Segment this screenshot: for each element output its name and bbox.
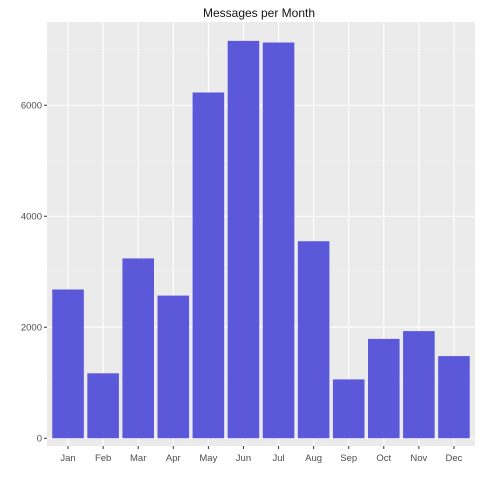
x-tick-label: Aug <box>305 453 322 464</box>
y-tick-label: 2000 <box>21 323 42 334</box>
bar-apr <box>157 295 190 439</box>
bar-jul <box>262 42 295 439</box>
bar-may <box>192 92 225 439</box>
x-tick-label: Dec <box>445 453 462 464</box>
bar-jan <box>52 289 84 439</box>
bar-mar <box>122 258 154 439</box>
x-tick-label: Feb <box>95 453 111 464</box>
x-tick-label: Jul <box>272 453 284 464</box>
x-tick-label: Oct <box>376 453 391 464</box>
x-tick-label: Nov <box>410 453 427 464</box>
bar-sep <box>332 379 365 439</box>
bar-oct <box>368 338 400 439</box>
bar-jun <box>227 40 260 439</box>
bar-feb <box>87 373 119 439</box>
x-tick-label: Mar <box>130 453 146 464</box>
x-tick-label: May <box>199 453 217 464</box>
x-tick-label: Jun <box>236 453 251 464</box>
y-tick-label: 0 <box>37 434 42 445</box>
x-tick-label: Sep <box>340 453 357 464</box>
x-tick-label: Apr <box>166 453 181 464</box>
bar-aug <box>297 241 330 439</box>
y-axis: 0 2000 4000 6000 <box>21 101 47 445</box>
bar-dec <box>438 356 470 439</box>
x-tick-label: Jan <box>60 453 75 464</box>
bar-nov <box>403 331 435 439</box>
y-tick-label: 6000 <box>21 101 42 112</box>
chart-title: Messages per Month <box>203 6 315 20</box>
x-axis: Jan Feb Mar Apr May Jun Jul Aug Sep Oct Nov Dec <box>60 446 463 464</box>
bars <box>52 40 470 439</box>
y-tick-label: 4000 <box>21 212 42 223</box>
